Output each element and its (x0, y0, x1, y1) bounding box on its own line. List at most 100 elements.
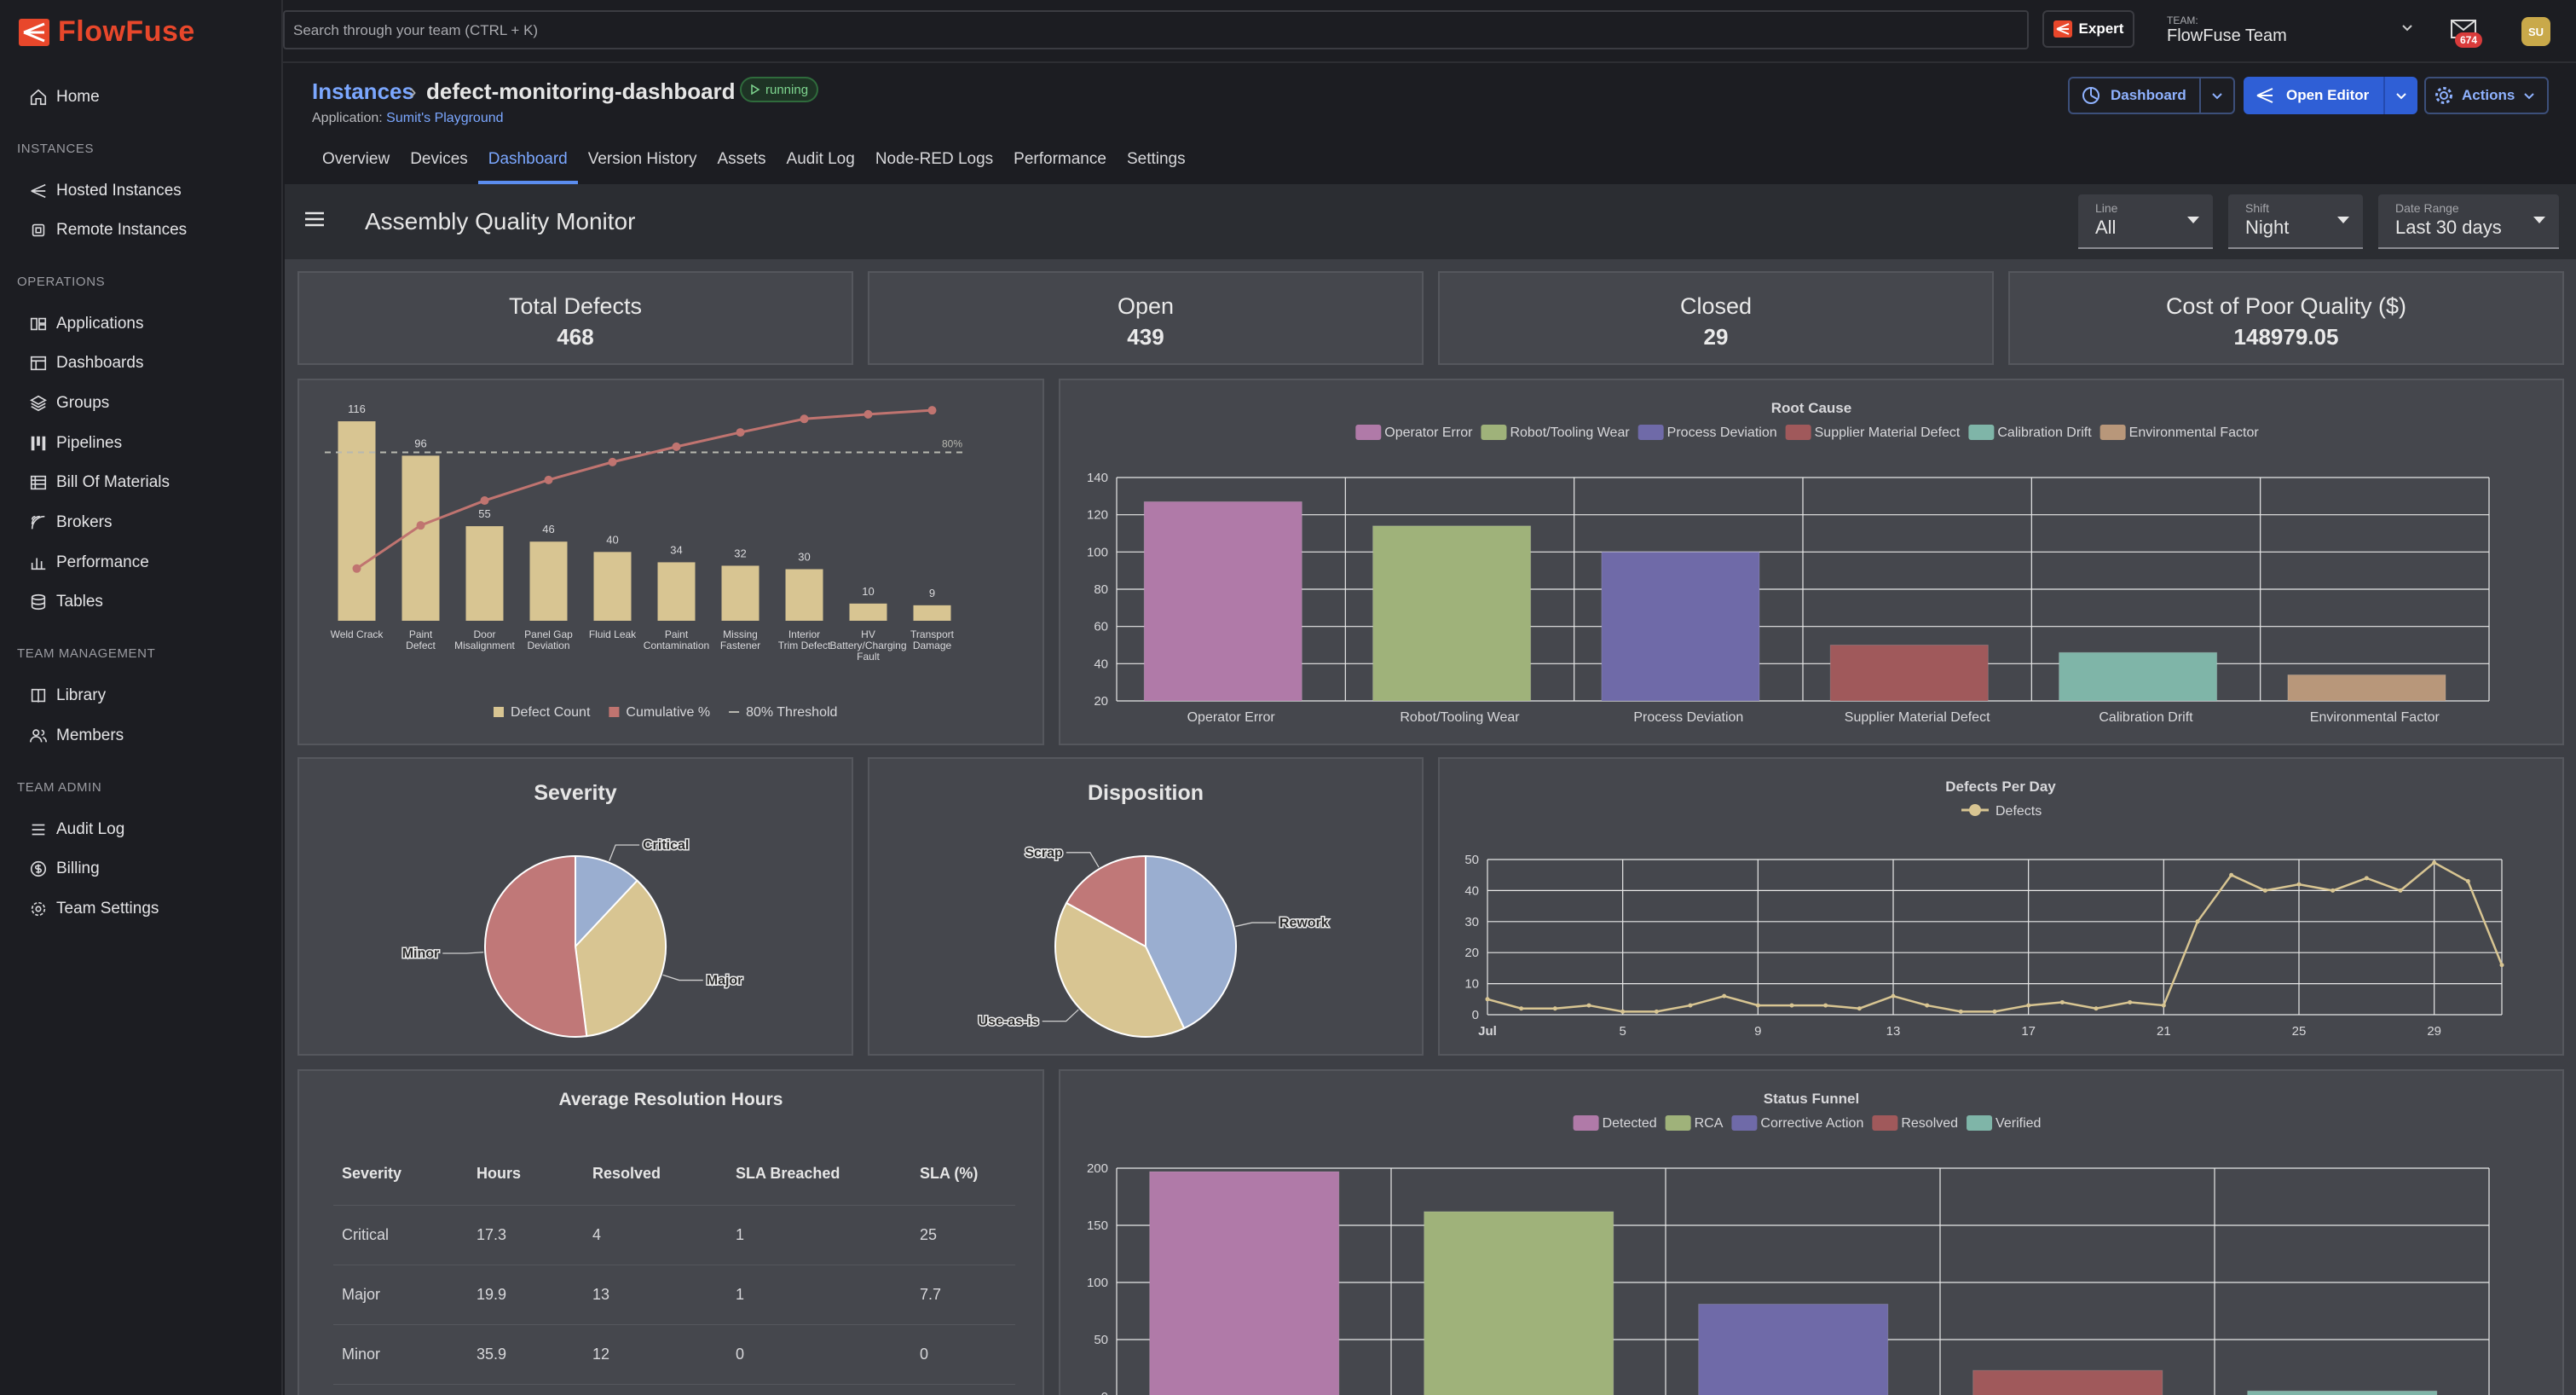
sidebar-item-dashboards[interactable]: Dashboards (29, 354, 143, 373)
defects-line (1487, 861, 2504, 1013)
sidebar-item-audit-log[interactable]: Audit Log (29, 820, 124, 839)
dashboard-button[interactable]: Dashboard (2068, 77, 2235, 114)
tab-assets[interactable]: Assets (717, 150, 766, 168)
sidebar-item-label: Team Settings (56, 900, 159, 917)
tab-overview[interactable]: Overview (322, 150, 390, 168)
pareto-bar (721, 565, 760, 621)
pareto-bar (338, 421, 376, 621)
sidebar-item-members[interactable]: Members (29, 726, 124, 745)
sidebar-item-applications[interactable]: Applications (29, 315, 143, 333)
defects-point (2161, 1003, 2166, 1008)
y-tick-label: 10 (1464, 977, 1479, 992)
sidebar-section-instances: INSTANCES (17, 142, 95, 156)
tab-audit-log[interactable]: Audit Log (786, 150, 855, 168)
application-line: Application: Sumit's Playground (312, 111, 504, 126)
sidebar-item-tables[interactable]: Tables (29, 593, 103, 611)
sidebar-item-performance[interactable]: Performance (29, 553, 149, 572)
team-label: TEAM: (2167, 14, 2198, 26)
defects-point (1620, 1009, 1626, 1014)
dashboard-dropdown-chevron-icon[interactable] (2199, 78, 2233, 113)
sidebar-item-hosted-instances[interactable]: Hosted Instances (29, 182, 182, 200)
pareto-chart-card: 116 Weld Crack 96 Paint Defect 55 Door Misalign… (297, 379, 1044, 745)
pareto-category-label: Contamination (644, 640, 709, 651)
sidebar-item-bill-of-materials[interactable]: Bill Of Materials (29, 473, 170, 492)
pareto-category-label: Weld Crack (331, 628, 384, 640)
legend-swatch (1573, 1115, 1599, 1131)
actions-button[interactable]: Actions (2424, 77, 2549, 114)
resolution-table: Severity Hours Resolved SLA Breached SLA… (333, 1143, 1015, 1385)
x-tick-label: Robot/Tooling Wear (1400, 710, 1520, 725)
pareto-category-label: Deviation (527, 640, 569, 651)
pareto-cumulative-point (736, 428, 745, 437)
pie-label: Minor (402, 946, 440, 961)
sidebar-item-label: Remote Instances (56, 221, 188, 239)
tab-settings[interactable]: Settings (1126, 150, 1186, 168)
flowfuse-logo[interactable]: FlowFuse (19, 15, 195, 49)
avatar[interactable]: SU (2521, 17, 2550, 46)
home-icon (30, 89, 47, 106)
tab-node-red-logs[interactable]: Node-RED Logs (875, 150, 994, 168)
pareto-cumulative-point (544, 475, 553, 484)
legend-label: Robot/Tooling Wear (1510, 425, 1630, 440)
pareto-bar (657, 562, 696, 621)
sidebar-item-billing[interactable]: Billing (29, 860, 100, 878)
team-selector[interactable]: FlowFuse Team (2167, 26, 2287, 45)
tab-devices[interactable]: Devices (410, 150, 468, 168)
sidebar-item-team-settings[interactable]: Team Settings (29, 900, 159, 918)
filter-value: All (2095, 217, 2117, 238)
performance-icon (31, 558, 46, 570)
defects-point (2499, 963, 2504, 968)
sidebar-item-groups[interactable]: Groups (29, 394, 109, 413)
y-tick-label: 40 (1094, 657, 1108, 671)
instance-name: defect-monitoring-dashboard (426, 78, 736, 104)
actions-label: Actions (2462, 87, 2515, 103)
table-cell: 19.9 (477, 1286, 507, 1303)
tab-dashboard[interactable]: Dashboard (477, 145, 578, 184)
pareto-bar-value: 10 (862, 585, 874, 598)
sidebar-item-home[interactable]: Home (29, 88, 100, 107)
instance-header (283, 63, 2576, 184)
expert-button[interactable]: Expert (2042, 10, 2134, 48)
status-funnel-chart: Status Funnel Detected RCA Corrective Actio… (1087, 1091, 2490, 1395)
dashboard-title: Assembly Quality Monitor (365, 208, 636, 234)
legend-swatch (1785, 425, 1811, 440)
menu-icon[interactable] (303, 210, 326, 229)
x-tick-label: 9 (1754, 1024, 1761, 1039)
sidebar-item-label: Applications (56, 315, 144, 333)
sidebar-item-pipelines[interactable]: Pipelines (29, 434, 122, 453)
y-tick-label: 0 (1101, 1390, 1108, 1395)
sidebar-item-library[interactable]: Library (29, 686, 106, 705)
defects-point (1925, 1003, 1930, 1008)
tab-version-history[interactable]: Version History (587, 150, 697, 168)
pareto-bar-value: 34 (670, 543, 682, 556)
sidebar-item-brokers[interactable]: Brokers (29, 513, 112, 532)
chevron-down-icon[interactable] (2400, 20, 2414, 34)
pareto-category-label: Trim Defect (778, 640, 831, 651)
dropdown-arrow-icon (2533, 217, 2545, 223)
pareto-bar (849, 603, 887, 621)
date-range-filter-dropdown[interactable]: Date Range Last 30 days (2378, 194, 2559, 249)
application-link[interactable]: Sumit's Playground (386, 111, 504, 125)
line-filter-dropdown[interactable]: Line All (2078, 194, 2213, 249)
severity-chart-card: Severity Critical Major Minor (297, 757, 853, 1056)
open-editor-dropdown-chevron-icon[interactable] (2383, 77, 2417, 114)
pareto-category-label: HV (861, 628, 875, 640)
legend-label: Detected (1603, 1116, 1657, 1131)
search-input[interactable]: Search through your team (CTRL + K) (283, 10, 2029, 49)
breadcrumb-instances[interactable]: Instances (312, 78, 414, 104)
pie-leader-line (662, 974, 703, 981)
pie-slice (574, 879, 667, 1038)
open-editor-button[interactable]: Open Editor (2244, 77, 2417, 114)
defects-point (1755, 1003, 1760, 1008)
defects-point (1485, 997, 1490, 1002)
pareto-category-label: Damage (913, 640, 952, 651)
pareto-cumulative-point (352, 564, 361, 573)
defects-point (1823, 1003, 1828, 1008)
tab-performance[interactable]: Performance (1014, 150, 1106, 168)
table-cell: 17.3 (477, 1226, 507, 1243)
pareto-bar-value: 30 (798, 551, 810, 564)
y-tick-label: 120 (1087, 508, 1108, 523)
legend-label: Cumulative % (626, 705, 710, 720)
shift-filter-dropdown[interactable]: Shift Night (2228, 194, 2363, 249)
sidebar-item-remote-instances[interactable]: Remote Instances (29, 221, 187, 240)
